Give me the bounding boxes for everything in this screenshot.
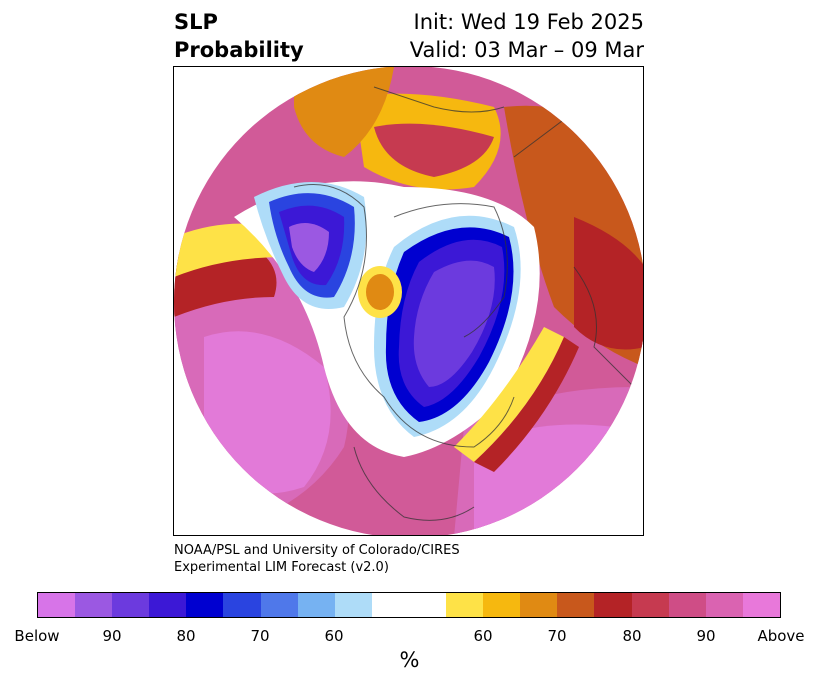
colorbar-tick-label: 80 bbox=[176, 627, 196, 645]
credit: NOAA/PSL and University of Colorado/CIRE… bbox=[174, 542, 460, 576]
colorbar-labels: Below 90 80 70 60 60 70 80 90 Above bbox=[0, 627, 819, 647]
colorbar-segment bbox=[594, 593, 632, 617]
pacific-above-90 bbox=[204, 331, 331, 494]
colorbar-tick-label: 90 bbox=[102, 627, 122, 645]
colorbar-segment bbox=[483, 593, 521, 617]
colorbar-segment bbox=[112, 593, 150, 617]
colorbar-segment bbox=[631, 593, 669, 617]
colorbar-segment bbox=[557, 593, 595, 617]
central-below-90 bbox=[413, 260, 495, 387]
valid-range: Valid: 03 Mar – 09 Mar bbox=[409, 38, 644, 62]
east-red-band bbox=[474, 337, 579, 472]
colorbar-tick-label: 60 bbox=[324, 627, 344, 645]
title-right: Init: Wed 19 Feb 2025 Valid: 03 Mar – 09… bbox=[410, 8, 644, 64]
colorbar-tick-label: 90 bbox=[696, 627, 716, 645]
colorbar-segment bbox=[520, 593, 558, 617]
colorbar-tick-label: 70 bbox=[547, 627, 567, 645]
siberia-above-70 bbox=[294, 67, 394, 157]
colorbar-tick-label: 60 bbox=[473, 627, 493, 645]
colorbar-segment bbox=[668, 593, 706, 617]
probability-map bbox=[174, 67, 643, 535]
map-panel bbox=[173, 66, 644, 536]
colorbar-tick-label: Below bbox=[14, 627, 60, 645]
init-date: Init: Wed 19 Feb 2025 bbox=[413, 10, 644, 34]
colorbar-segment bbox=[38, 593, 76, 617]
colorbar-segment bbox=[260, 593, 298, 617]
colorbar-tick-label: 80 bbox=[622, 627, 642, 645]
title-variable: SLP bbox=[174, 10, 218, 34]
colorbar-segment bbox=[297, 593, 335, 617]
credit-line-2: Experimental LIM Forecast (v2.0) bbox=[174, 560, 389, 575]
west-below-90 bbox=[289, 223, 329, 272]
central-above-70 bbox=[366, 274, 394, 310]
colorbar-tick-label: Above bbox=[757, 627, 805, 645]
title-field: Probability bbox=[174, 38, 304, 62]
colorbar-segment bbox=[75, 593, 113, 617]
colorbar-tick-label: 70 bbox=[250, 627, 270, 645]
colorbar-segment bbox=[371, 593, 447, 617]
colorbar-segment bbox=[149, 593, 187, 617]
colorbar-segment bbox=[742, 593, 780, 617]
credit-line-1: NOAA/PSL and University of Colorado/CIRE… bbox=[174, 543, 460, 558]
arctic-above-80 bbox=[374, 123, 494, 177]
colorbar-segment bbox=[705, 593, 743, 617]
colorbar bbox=[37, 592, 781, 618]
eurasia-above-80 bbox=[574, 217, 643, 350]
east-yellow-band bbox=[454, 327, 564, 462]
title-left: SLP Probability bbox=[174, 8, 304, 64]
colorbar-unit: % bbox=[399, 648, 420, 672]
colorbar-segment bbox=[223, 593, 261, 617]
colorbar-segment bbox=[446, 593, 484, 617]
colorbar-segment bbox=[334, 593, 372, 617]
colorbar-segment bbox=[186, 593, 224, 617]
